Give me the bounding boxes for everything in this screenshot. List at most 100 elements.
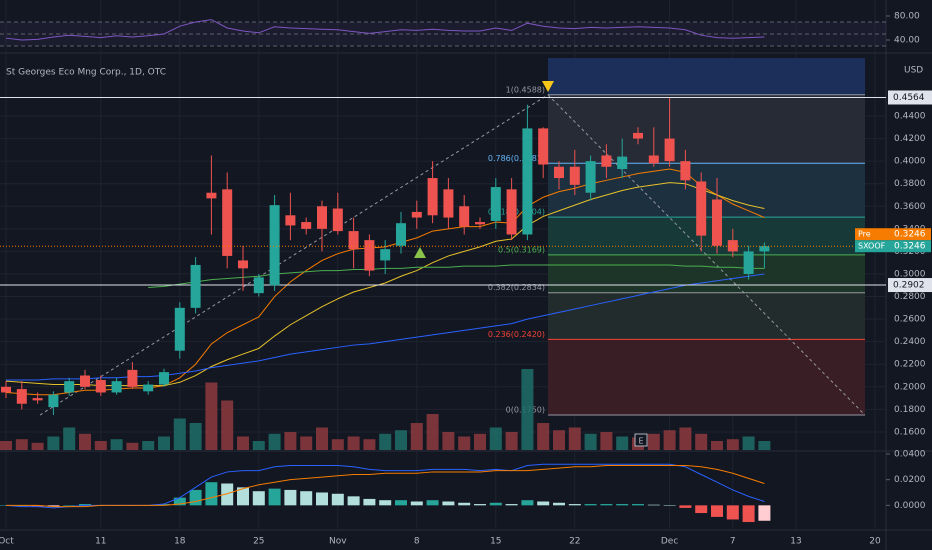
macd-histogram-bar: [347, 496, 360, 506]
volume-bar: [300, 436, 313, 450]
volume-bar: [505, 432, 518, 450]
price-tag-name: Pre: [858, 230, 871, 239]
volume-bar: [0, 441, 12, 450]
candle-body: [617, 156, 628, 170]
volume-bar: [79, 433, 91, 450]
candle-body: [759, 246, 770, 252]
candle-body: [285, 215, 296, 226]
macd-tick-label: 0.0000: [894, 501, 926, 511]
signal-down: [542, 81, 554, 92]
x-tick-label: 25: [253, 537, 264, 547]
macd-histogram-bar: [79, 504, 91, 506]
fib-label: 0.382(0.2834): [488, 283, 545, 292]
candle-body: [190, 264, 201, 308]
candle-body: [459, 206, 470, 227]
macd-histogram-bar: [553, 502, 565, 506]
volume-bar: [221, 400, 234, 450]
macd-tick-label: 0.0200: [894, 475, 926, 485]
volume-bar: [126, 442, 139, 450]
macd-histogram-bar: [237, 487, 249, 506]
horizontal-line-label: 0.2902: [893, 281, 925, 291]
fib-band: [548, 94, 865, 164]
x-tick-label: 18: [174, 537, 186, 547]
volume-bar: [331, 439, 344, 450]
macd-tick-label: 0.0400: [894, 449, 926, 459]
candle-body: [269, 205, 280, 286]
macd-histogram-bar: [363, 498, 376, 506]
macd-histogram-bar: [537, 501, 550, 506]
x-tick-label: Dec: [661, 537, 678, 547]
macd-histogram-bar: [758, 505, 771, 521]
macd-histogram-bar: [616, 504, 629, 506]
macd-histogram-bar: [173, 497, 186, 506]
y-tick-label: 0.4000: [894, 157, 926, 167]
x-tick-label: 20: [869, 537, 881, 547]
volume-bar: [363, 439, 376, 450]
candle-body: [238, 260, 248, 269]
y-tick-label: 0.2800: [894, 292, 926, 302]
volume-bar: [31, 442, 44, 450]
candle-body: [127, 369, 138, 387]
y-tick-label: 0.4400: [894, 111, 926, 121]
macd-histogram-bar: [711, 505, 723, 517]
fib-band: [548, 217, 865, 255]
volume-bar: [268, 433, 281, 450]
candle-body: [554, 166, 564, 179]
volume-bar: [647, 433, 660, 450]
candle-body: [32, 398, 43, 401]
macd-histogram-bar: [379, 500, 392, 506]
y-tick-label: 0.2600: [894, 315, 926, 325]
candle-body: [364, 240, 375, 271]
y-tick-label: 0.1800: [894, 405, 926, 415]
volume-bar: [521, 369, 534, 450]
candle-body: [317, 206, 327, 229]
price-tag: [855, 240, 931, 253]
candle-body: [427, 178, 438, 216]
price-tag-name: SXOOF: [858, 242, 886, 251]
candle-body: [569, 166, 580, 185]
macd-histogram-bar: [489, 502, 502, 506]
volume-bar: [410, 423, 423, 450]
volume-bar: [379, 433, 392, 450]
volume-bar: [616, 436, 629, 450]
macd-histogram-bar: [695, 505, 708, 514]
volume-bar: [395, 430, 407, 450]
candle-body: [506, 189, 517, 235]
candle-body: [1, 386, 11, 393]
macd-histogram-bar: [442, 501, 455, 506]
macd-histogram-bar: [189, 489, 202, 506]
candle-body: [253, 277, 264, 294]
price-box: [888, 90, 932, 105]
macd-histogram-bar: [458, 502, 471, 506]
candle-body: [143, 384, 154, 392]
fib-label: 0.786(0.3981): [488, 154, 545, 163]
volume-bar: [158, 436, 170, 450]
volume-bar: [711, 441, 723, 450]
macd-histogram-bar: [584, 504, 597, 506]
y-tick-label: 0.3800: [894, 179, 926, 189]
macd-histogram-bar: [426, 500, 439, 506]
candle-body: [585, 161, 596, 193]
price-tag-value: 0.3246: [894, 242, 926, 252]
candle-body: [48, 394, 59, 408]
y-tick-label: 0.3600: [894, 202, 926, 212]
volume-bar: [252, 441, 265, 450]
y-tick-label: 0.3000: [894, 269, 926, 279]
price-box: [888, 278, 932, 293]
candle-body: [396, 223, 406, 246]
x-tick-label: 22: [569, 537, 580, 547]
candle-body: [332, 208, 343, 232]
volume-bar: [584, 433, 597, 450]
candle-body: [206, 192, 217, 199]
fib-band: [548, 163, 865, 218]
volume-bar: [426, 414, 439, 450]
volume-bar: [189, 423, 202, 450]
candle-body: [380, 249, 391, 261]
candle-body: [680, 161, 691, 181]
candle-body: [648, 155, 659, 164]
candle-body: [301, 222, 312, 229]
candle-body: [80, 375, 90, 387]
macd-histogram-bar: [395, 500, 407, 506]
macd-histogram-bar: [726, 505, 739, 520]
macd-histogram-bar: [521, 500, 534, 506]
